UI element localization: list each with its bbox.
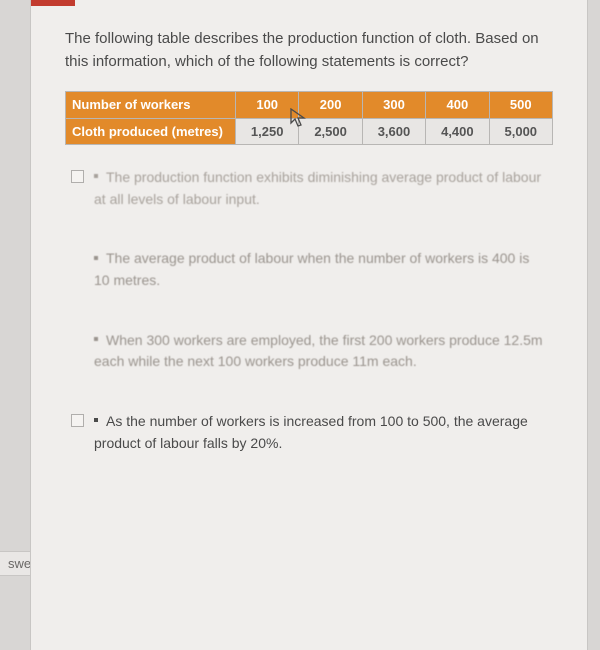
bullet-icon (94, 256, 98, 260)
bullet-icon (94, 337, 98, 341)
header-val: 100 (236, 92, 299, 119)
option-c-label: When 300 workers are employed, the first… (94, 332, 543, 370)
option-d[interactable]: As the number of workers is increased fr… (71, 411, 547, 454)
option-c[interactable]: When 300 workers are employed, the first… (71, 330, 547, 373)
option-d-label: As the number of workers is increased fr… (94, 413, 528, 451)
question-text: The following table describes the produc… (65, 28, 553, 73)
question-panel: The following table describes the produc… (30, 0, 588, 650)
checkbox-a[interactable] (71, 170, 84, 183)
row-val: 1,250 (236, 118, 299, 145)
option-a-text: The production function exhibits diminis… (94, 167, 547, 210)
bullet-icon (94, 418, 98, 422)
header-val: 200 (299, 92, 362, 119)
option-b[interactable]: The average product of labour when the n… (71, 248, 547, 291)
question-content: The following table describes the produc… (31, 0, 587, 475)
row-val: 2,500 (299, 118, 362, 145)
header-val: 500 (489, 92, 552, 119)
option-a[interactable]: The production function exhibits diminis… (71, 167, 547, 210)
bullet-icon (94, 174, 98, 178)
option-d-text: As the number of workers is increased fr… (94, 411, 547, 454)
header-val: 300 (362, 92, 425, 119)
table-data-row: Cloth produced (metres) 1,250 2,500 3,60… (66, 118, 553, 145)
option-a-label: The production function exhibits diminis… (94, 169, 541, 207)
production-table: Number of workers 100 200 300 400 500 Cl… (65, 91, 553, 145)
table-header-row: Number of workers 100 200 300 400 500 (66, 92, 553, 119)
row-val: 3,600 (362, 118, 425, 145)
option-b-label: The average product of labour when the n… (94, 250, 529, 288)
option-c-text: When 300 workers are employed, the first… (94, 330, 547, 373)
row-val: 4,400 (426, 118, 489, 145)
row-label: Cloth produced (metres) (66, 118, 236, 145)
option-b-text: The average product of labour when the n… (94, 248, 547, 291)
header-val: 400 (426, 92, 489, 119)
row-val: 5,000 (489, 118, 552, 145)
top-accent-strip (31, 0, 75, 6)
checkbox-d[interactable] (71, 414, 84, 427)
header-label: Number of workers (66, 92, 236, 119)
